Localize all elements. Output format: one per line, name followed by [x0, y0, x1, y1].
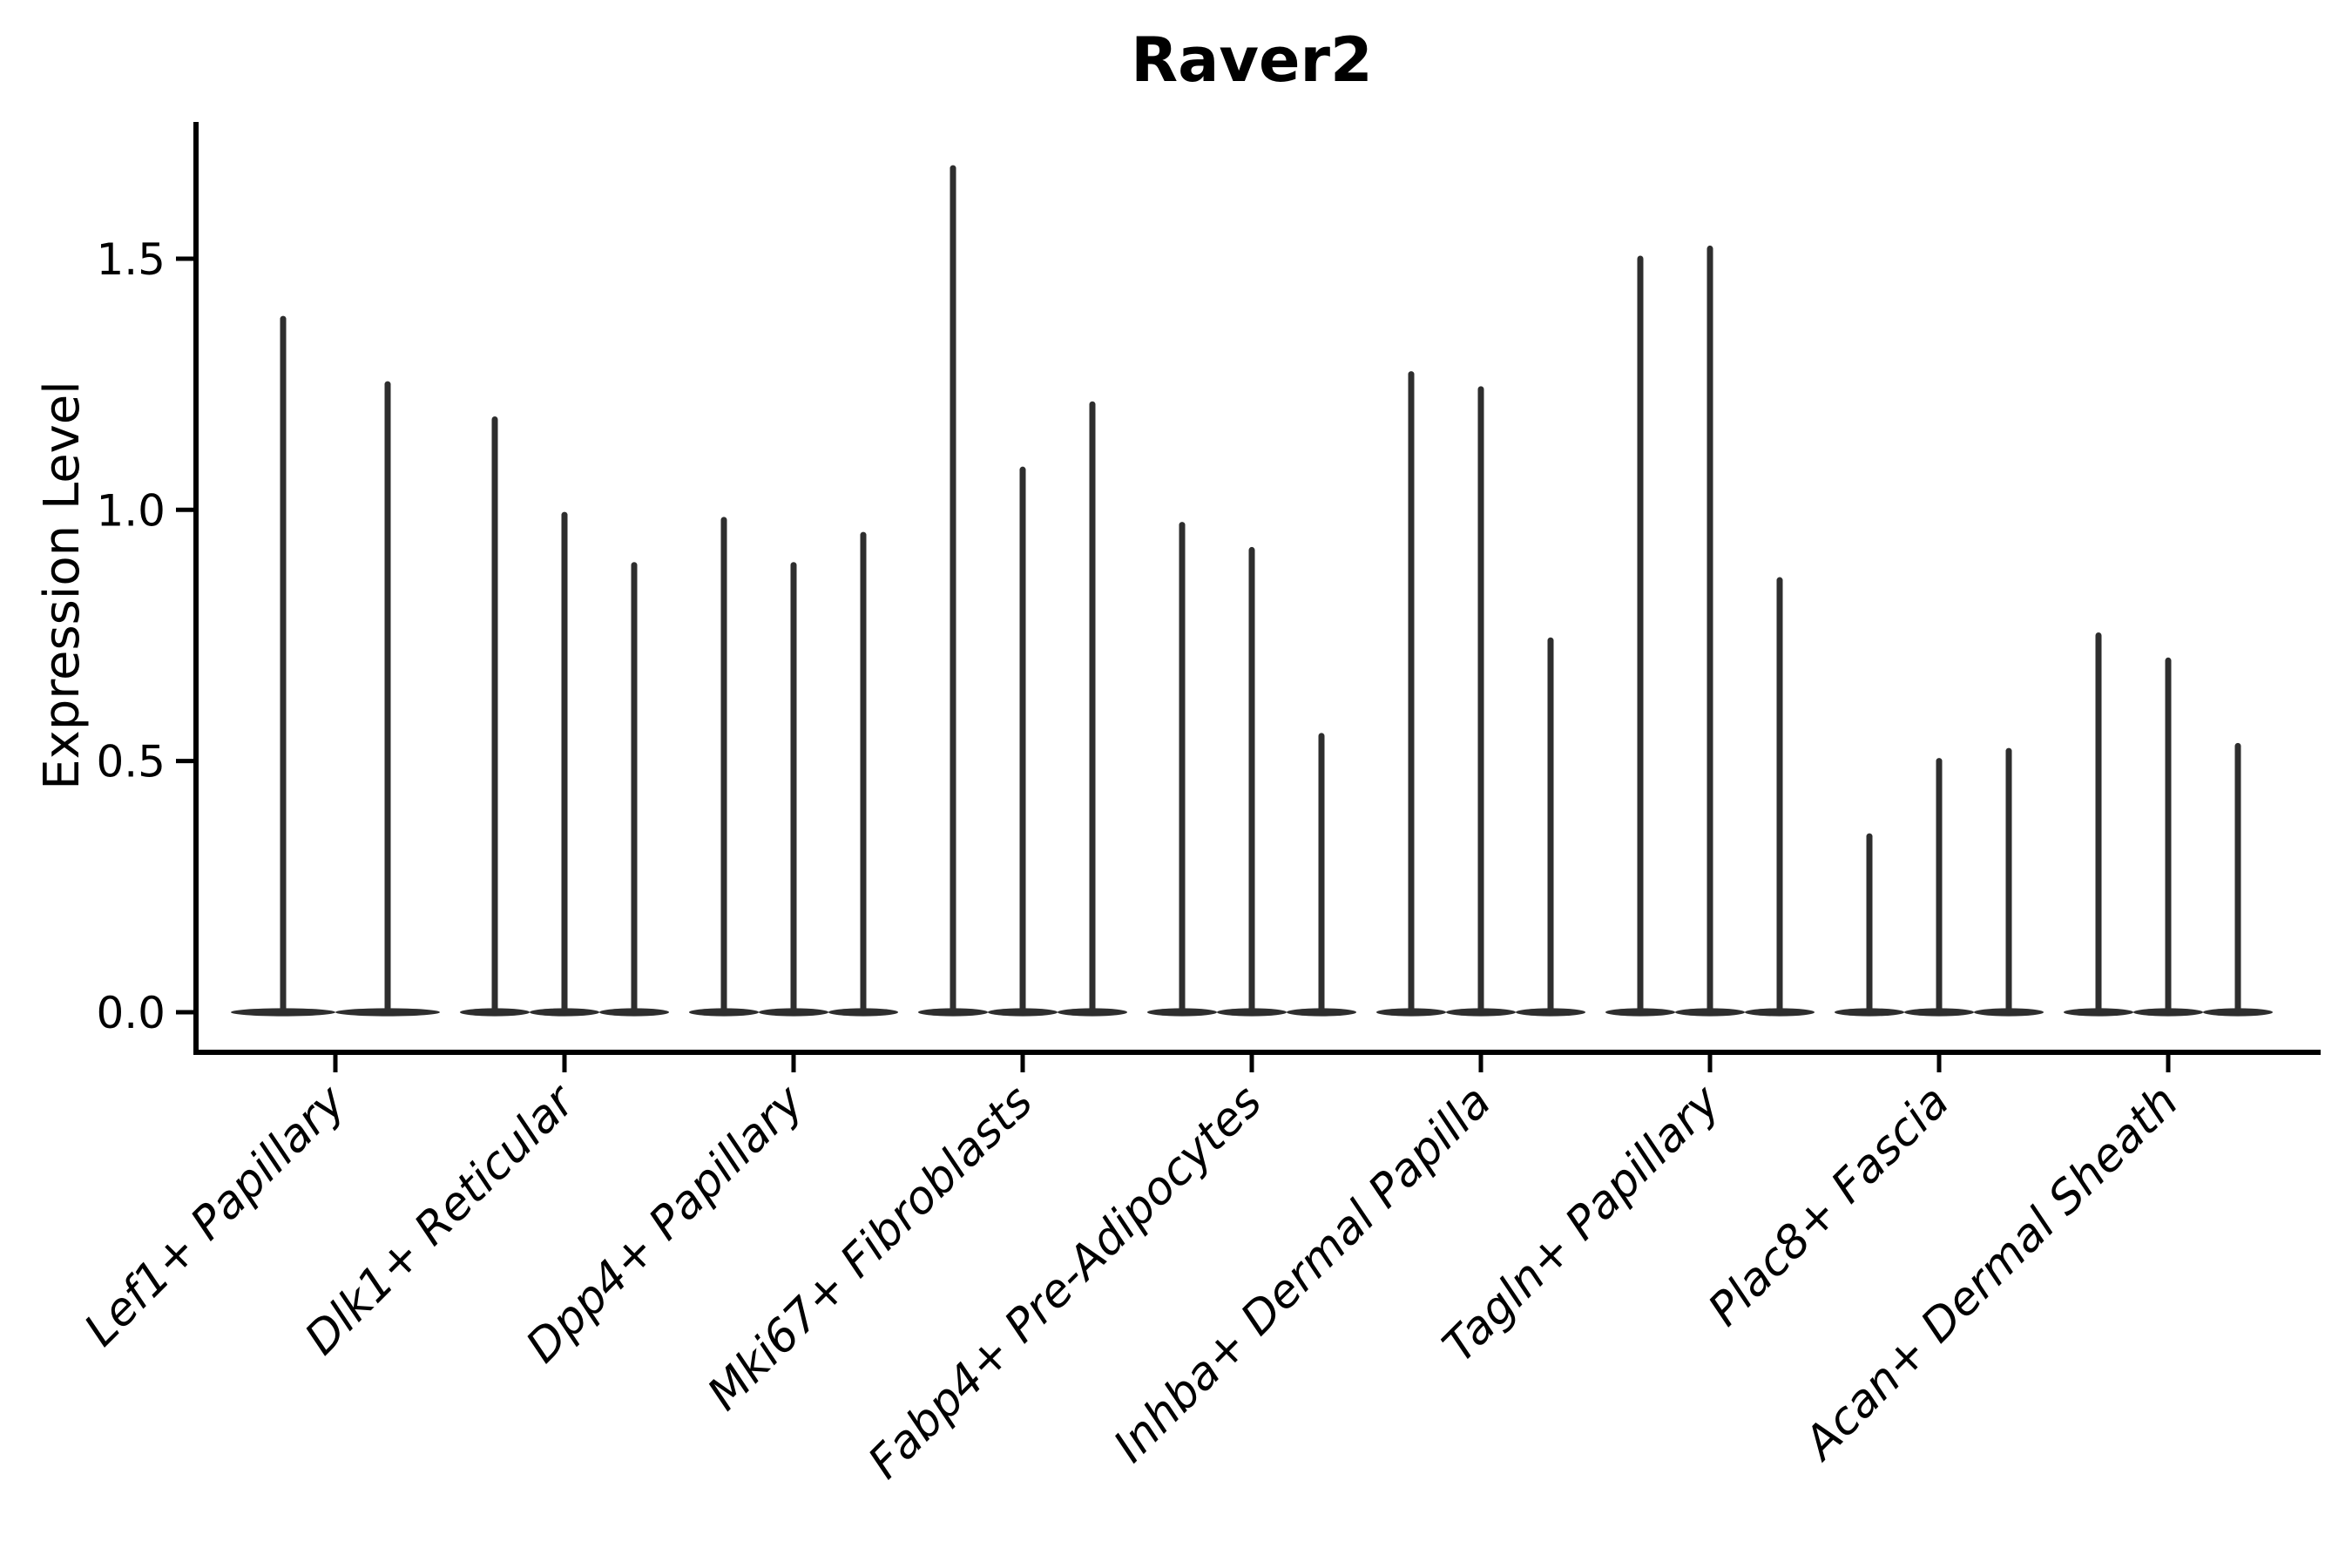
x-tick-label: Plac8+ Fascia — [1699, 1076, 1959, 1336]
plot-title: Raver2 — [1131, 24, 1373, 96]
y-tick-label: 0.0 — [96, 988, 166, 1038]
y-tick-label: 1.5 — [96, 234, 166, 285]
x-tick-label: Inhba+ Dermal Papilla — [1104, 1076, 1501, 1473]
y-tick-label: 0.5 — [96, 737, 166, 787]
x-tick-label: Acan+ Dermal Sheath — [1793, 1076, 2188, 1471]
x-tick-label: Fabp4+ Pre-Adipocytes — [859, 1076, 1273, 1490]
y-tick-label: 1.0 — [96, 485, 166, 536]
